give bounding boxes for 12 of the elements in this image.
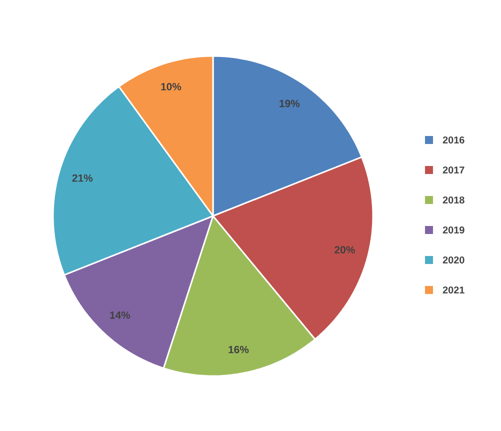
data-label: 20%	[334, 246, 355, 254]
data-label: 16%	[228, 346, 249, 354]
data-label: 21%	[72, 174, 93, 182]
data-label: 14%	[110, 311, 130, 319]
legend-label: 2018	[442, 196, 464, 204]
legend-label: 2020	[442, 256, 464, 264]
legend-label: 2016	[442, 136, 464, 144]
legend-label: 2021	[442, 286, 464, 294]
data-label: 19%	[280, 100, 300, 108]
legend-label: 2019	[442, 226, 464, 234]
legend-label: 2017	[442, 166, 464, 174]
data-label: 10%	[161, 82, 182, 90]
